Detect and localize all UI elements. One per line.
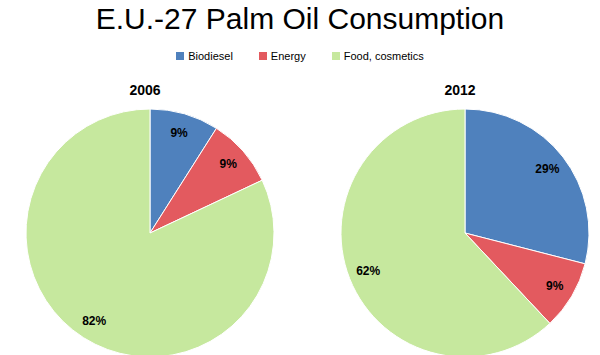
html-text:Food, cosmetics: Food, cosmetics (343, 50, 424, 62)
svg-text:82%: 82% (82, 314, 106, 328)
svg-text:9%: 9% (219, 157, 237, 171)
html-text:Biodiesel: Biodiesel (188, 50, 233, 62)
svg-text:9%: 9% (170, 126, 188, 140)
html-text:Energy: Energy (270, 50, 306, 62)
html-text:E.U.-27 Palm Oil Consumption: E.U.-27 Palm Oil Consumption (95, 2, 505, 35)
svg-text:62%: 62% (356, 264, 380, 278)
svg-text:9%: 9% (546, 279, 564, 293)
html-text:2006: 2006 (129, 82, 161, 98)
svg-text:29%: 29% (535, 162, 559, 176)
html-text:2012: 2012 (444, 82, 476, 98)
